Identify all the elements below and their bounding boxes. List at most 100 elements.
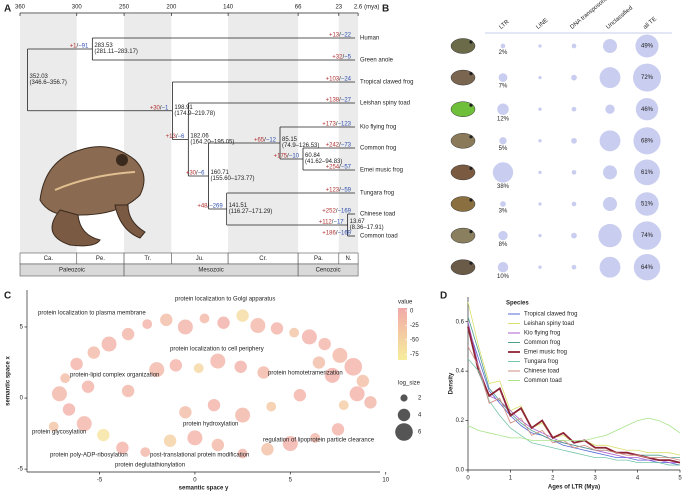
term-label: protein glycosylation bbox=[32, 430, 86, 436]
x-axis-title: semantic space y bbox=[179, 486, 229, 492]
point bbox=[101, 336, 117, 352]
x-tick-label: 4 bbox=[636, 476, 640, 482]
point bbox=[179, 406, 192, 419]
size-key bbox=[397, 408, 411, 422]
time-tick-label: 300 bbox=[72, 5, 83, 11]
branch-change: +48/−269 bbox=[197, 203, 223, 209]
point bbox=[331, 423, 345, 436]
loss: −5 bbox=[344, 54, 352, 60]
frog-icon bbox=[450, 164, 476, 181]
term-label: protein localization to plasma membrane bbox=[38, 311, 146, 317]
separator: / bbox=[160, 105, 162, 111]
period-label: Pa. bbox=[314, 256, 323, 262]
point bbox=[60, 373, 71, 384]
branch-change: +103/−24 bbox=[326, 76, 352, 82]
bubble-label: 2% bbox=[499, 50, 508, 56]
separator: / bbox=[287, 153, 289, 159]
frog-icon-eye bbox=[469, 40, 473, 44]
x-tick-label: 2 bbox=[551, 476, 555, 482]
x-tick-label: 1 bbox=[509, 476, 513, 482]
loss: −73 bbox=[341, 142, 352, 148]
loss: −169 bbox=[337, 230, 351, 236]
colorbar-tick-label: -75 bbox=[410, 352, 419, 358]
point bbox=[207, 398, 221, 412]
gain: +175 bbox=[274, 153, 288, 159]
size-key bbox=[395, 423, 413, 441]
bubble-label: 51% bbox=[641, 202, 654, 208]
point bbox=[270, 322, 284, 335]
loss: −27 bbox=[341, 97, 352, 103]
point bbox=[210, 353, 226, 369]
frog-icon-eye bbox=[469, 261, 473, 265]
gain: +30 bbox=[186, 170, 197, 176]
density-line bbox=[467, 417, 681, 441]
period-label: Tr. bbox=[144, 256, 151, 262]
period-band bbox=[124, 14, 172, 253]
bubble bbox=[602, 196, 618, 212]
node-age: 85.15 bbox=[282, 137, 298, 143]
point bbox=[282, 436, 298, 452]
frog-icon bbox=[450, 69, 476, 86]
node-ci: (74.9–126.53) bbox=[282, 143, 319, 149]
loss: −123 bbox=[337, 121, 351, 127]
term-label: protein-lipid complex organization bbox=[70, 373, 159, 379]
point bbox=[62, 403, 76, 416]
separator: / bbox=[339, 164, 341, 170]
panel-label: D bbox=[440, 291, 447, 302]
gain: +252 bbox=[322, 208, 336, 214]
separator: / bbox=[336, 230, 338, 236]
legend-title: Species bbox=[506, 301, 529, 307]
y-tick-label: 0 bbox=[20, 396, 24, 402]
density-line bbox=[467, 326, 681, 464]
tip-label: Leishan spiny toad bbox=[360, 101, 410, 107]
point bbox=[312, 356, 326, 369]
y-tick-label: 0.2 bbox=[456, 418, 465, 424]
bubble bbox=[571, 264, 577, 270]
tip-label: Tropical clawed frog bbox=[360, 80, 413, 86]
frog-icon bbox=[450, 259, 476, 275]
bubble-label: 10% bbox=[497, 274, 510, 280]
gain: +103 bbox=[326, 76, 340, 82]
node-ci: (174.9–219.78) bbox=[174, 111, 215, 117]
x-tick-label: 0 bbox=[466, 476, 470, 482]
point bbox=[293, 389, 307, 402]
loss: −6 bbox=[198, 170, 206, 176]
size-key-label: 2 bbox=[418, 396, 422, 402]
gain: +32 bbox=[332, 54, 343, 60]
point bbox=[234, 360, 247, 373]
branch-change: +112/−17 bbox=[319, 219, 345, 225]
separator: / bbox=[196, 170, 198, 176]
separator: / bbox=[76, 43, 78, 49]
branch-change: +30/−6 bbox=[186, 170, 205, 176]
y-tick-label: 0.4 bbox=[456, 369, 465, 375]
branch-change: +123/−59 bbox=[326, 187, 352, 193]
point bbox=[332, 347, 348, 363]
bubble bbox=[497, 103, 509, 115]
point bbox=[310, 432, 321, 443]
bubble bbox=[632, 221, 662, 250]
size-key-label: 4 bbox=[418, 413, 422, 419]
point bbox=[121, 327, 135, 341]
separator: / bbox=[339, 142, 341, 148]
period-label: Ju. bbox=[196, 256, 204, 262]
bubble-label: 8% bbox=[499, 242, 508, 248]
branch-change: +242/−73 bbox=[326, 142, 352, 148]
point bbox=[211, 438, 225, 452]
bubble bbox=[598, 223, 622, 248]
node-age: 352.03 bbox=[30, 74, 49, 80]
gain: +254 bbox=[326, 164, 340, 170]
bubble bbox=[498, 230, 508, 241]
branch-change: +173/−123 bbox=[322, 121, 351, 127]
bubble bbox=[538, 233, 542, 238]
point bbox=[142, 319, 153, 330]
loss: −17 bbox=[333, 219, 344, 225]
column-header: Unclassified bbox=[605, 5, 634, 30]
frog-icon bbox=[450, 133, 476, 149]
bubble bbox=[499, 137, 507, 145]
loss: −6 bbox=[177, 134, 185, 140]
node-age: 160.71 bbox=[211, 170, 230, 176]
point bbox=[121, 384, 135, 398]
bubble bbox=[571, 106, 577, 112]
column-header: LINE bbox=[535, 18, 549, 31]
point bbox=[187, 430, 203, 446]
